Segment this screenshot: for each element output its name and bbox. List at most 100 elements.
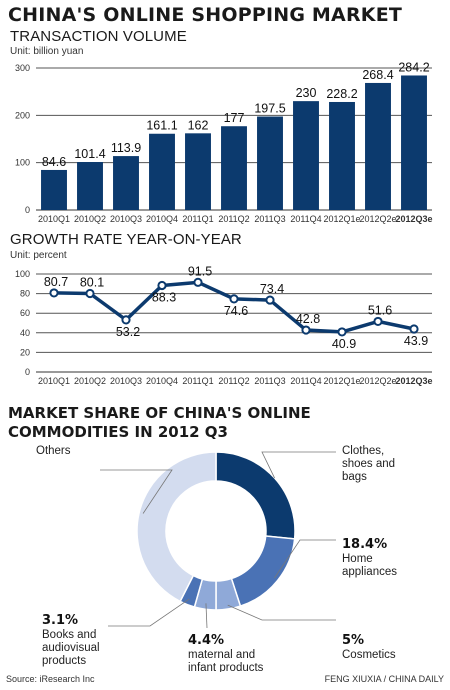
donut-category-label: maternal and bbox=[188, 649, 255, 661]
bar bbox=[77, 162, 103, 210]
source-note: Source: iResearch Inc bbox=[6, 674, 95, 684]
bar-value-label: 268.4 bbox=[362, 68, 393, 82]
bar-xtick-label: 2012Q2e bbox=[359, 214, 396, 224]
bar-value-label: 101.4 bbox=[74, 147, 105, 161]
donut-leader-line bbox=[261, 451, 336, 479]
line-value-label: 88.3 bbox=[152, 290, 176, 304]
bar-xtick-label: 2012Q1e bbox=[323, 214, 360, 224]
donut-category-label: products bbox=[42, 655, 86, 667]
bar-ytick-label: 0 bbox=[25, 205, 30, 215]
donut-category-label: appliances bbox=[342, 566, 397, 578]
donut-category-label: Home bbox=[342, 553, 373, 565]
bar bbox=[149, 133, 175, 210]
line-ytick-label: 20 bbox=[20, 347, 30, 357]
donut-category-label: shoes and bbox=[342, 458, 395, 470]
line-xtick-label: 2011Q4 bbox=[290, 376, 321, 386]
line-xtick-label: 2010Q4 bbox=[146, 376, 178, 386]
line-value-label: 40.9 bbox=[332, 337, 356, 351]
bar-value-label: 228.2 bbox=[326, 87, 357, 101]
bar-value-label: 284.2 bbox=[398, 60, 429, 74]
bar bbox=[41, 169, 67, 210]
bar-xtick-label: 2010Q3 bbox=[110, 214, 142, 224]
donut-leader-line bbox=[205, 603, 208, 629]
donut-category-label: Cosmetics bbox=[342, 649, 396, 661]
line-point bbox=[157, 280, 167, 291]
line-ytick-label: 40 bbox=[20, 328, 30, 338]
donut-leader-line bbox=[227, 604, 336, 621]
bar-value-label: 161.1 bbox=[146, 119, 177, 133]
bar bbox=[401, 75, 427, 210]
bar bbox=[365, 82, 391, 210]
bar bbox=[185, 133, 211, 210]
line-xtick-label: 2012Q3e bbox=[395, 376, 432, 386]
line-value-label: 51.6 bbox=[368, 303, 392, 317]
line-xtick-label: 2012Q1e bbox=[323, 376, 360, 386]
bar-xtick-label: 2012Q3e bbox=[395, 214, 432, 224]
bar-chart-unit: Unit: billion yuan bbox=[10, 46, 84, 57]
donut-pct-label: 4.4% bbox=[188, 633, 224, 648]
bar-ytick-label: 100 bbox=[15, 158, 30, 168]
donut-category-label: infant products bbox=[188, 662, 264, 672]
bar-value-label: 177 bbox=[224, 111, 245, 125]
donut-category-label: Books and bbox=[42, 629, 96, 641]
bar bbox=[113, 156, 139, 210]
donut-leader-line bbox=[274, 539, 336, 579]
line-value-label: 80.1 bbox=[80, 276, 104, 290]
bar-value-label: 197.5 bbox=[254, 102, 285, 116]
line-chart: 0 20 40 60 80 100 80.7 80.1 53.2 88.3 91.5 74.6 73.… bbox=[15, 264, 433, 386]
line-point bbox=[265, 295, 275, 305]
donut-pct-label: 5% bbox=[342, 633, 364, 648]
pie-chart-title: MARKET SHARE OF CHINA'S ONLINE COMMODITI… bbox=[8, 404, 311, 441]
line-point bbox=[373, 316, 383, 327]
donut-pct-label: 26.6% bbox=[342, 440, 387, 444]
donut-slice bbox=[230, 535, 296, 608]
bar bbox=[293, 101, 319, 210]
line-value-label: 91.5 bbox=[188, 264, 212, 278]
line-value-label: 73.4 bbox=[260, 282, 284, 296]
line-point bbox=[85, 288, 95, 299]
line-chart-unit: Unit: percent bbox=[10, 250, 67, 261]
bar-ytick-label: 300 bbox=[15, 63, 30, 73]
line-point bbox=[229, 294, 239, 304]
line-point bbox=[337, 327, 347, 337]
bar-xtick-label: 2010Q1 bbox=[38, 214, 70, 224]
bar-xtick-label: 2010Q4 bbox=[146, 214, 178, 224]
bar-chart: 0 100 200 300 84.6 101.4 113.9 161.1 162 177 197.… bbox=[15, 60, 433, 224]
line-value-label: 53.2 bbox=[116, 325, 140, 339]
donut-category-label: bags bbox=[342, 471, 367, 483]
bar-value-label: 162 bbox=[188, 118, 209, 132]
bar bbox=[329, 101, 355, 210]
bar-xtick-label: 2011Q4 bbox=[290, 214, 321, 224]
line-value-label: 80.7 bbox=[44, 275, 68, 289]
donut-pct-label: 42.5% bbox=[36, 440, 81, 444]
donut-leader-line bbox=[108, 598, 190, 627]
bar-chart-title: TRANSACTION VOLUME bbox=[10, 28, 187, 45]
line-xtick-label: 2010Q1 bbox=[38, 376, 70, 386]
line-value-label: 43.9 bbox=[404, 334, 428, 348]
main-title: CHINA'S ONLINE SHOPPING MARKET bbox=[8, 4, 403, 26]
line-ytick-label: 80 bbox=[20, 289, 30, 299]
bar-xtick-label: 2011Q1 bbox=[182, 214, 213, 224]
line-point bbox=[409, 324, 419, 334]
line-xtick-label: 2011Q1 bbox=[182, 376, 213, 386]
bar-xtick-label: 2011Q2 bbox=[218, 214, 249, 224]
line-point bbox=[301, 325, 311, 335]
bar-ytick-label: 200 bbox=[15, 110, 30, 120]
line-ytick-label: 100 bbox=[15, 269, 30, 279]
line-ytick-label: 60 bbox=[20, 308, 30, 318]
bar bbox=[257, 116, 283, 210]
bar-value-label: 230 bbox=[296, 86, 317, 100]
line-chart-title: GROWTH RATE YEAR-ON-YEAR bbox=[10, 231, 242, 248]
line-point bbox=[49, 288, 59, 298]
line-value-label: 42.8 bbox=[296, 312, 320, 326]
donut-category-label: audiovisual bbox=[42, 642, 100, 654]
donut-leader-line bbox=[100, 469, 173, 514]
donut-slice bbox=[215, 451, 296, 540]
line-ytick-label: 0 bbox=[25, 367, 30, 377]
line-point bbox=[193, 277, 203, 287]
donut-slice bbox=[136, 451, 217, 603]
bar-xtick-label: 2011Q3 bbox=[254, 214, 285, 224]
line-value-label: 74.6 bbox=[224, 304, 248, 318]
bar-xtick-label: 2010Q2 bbox=[74, 214, 106, 224]
